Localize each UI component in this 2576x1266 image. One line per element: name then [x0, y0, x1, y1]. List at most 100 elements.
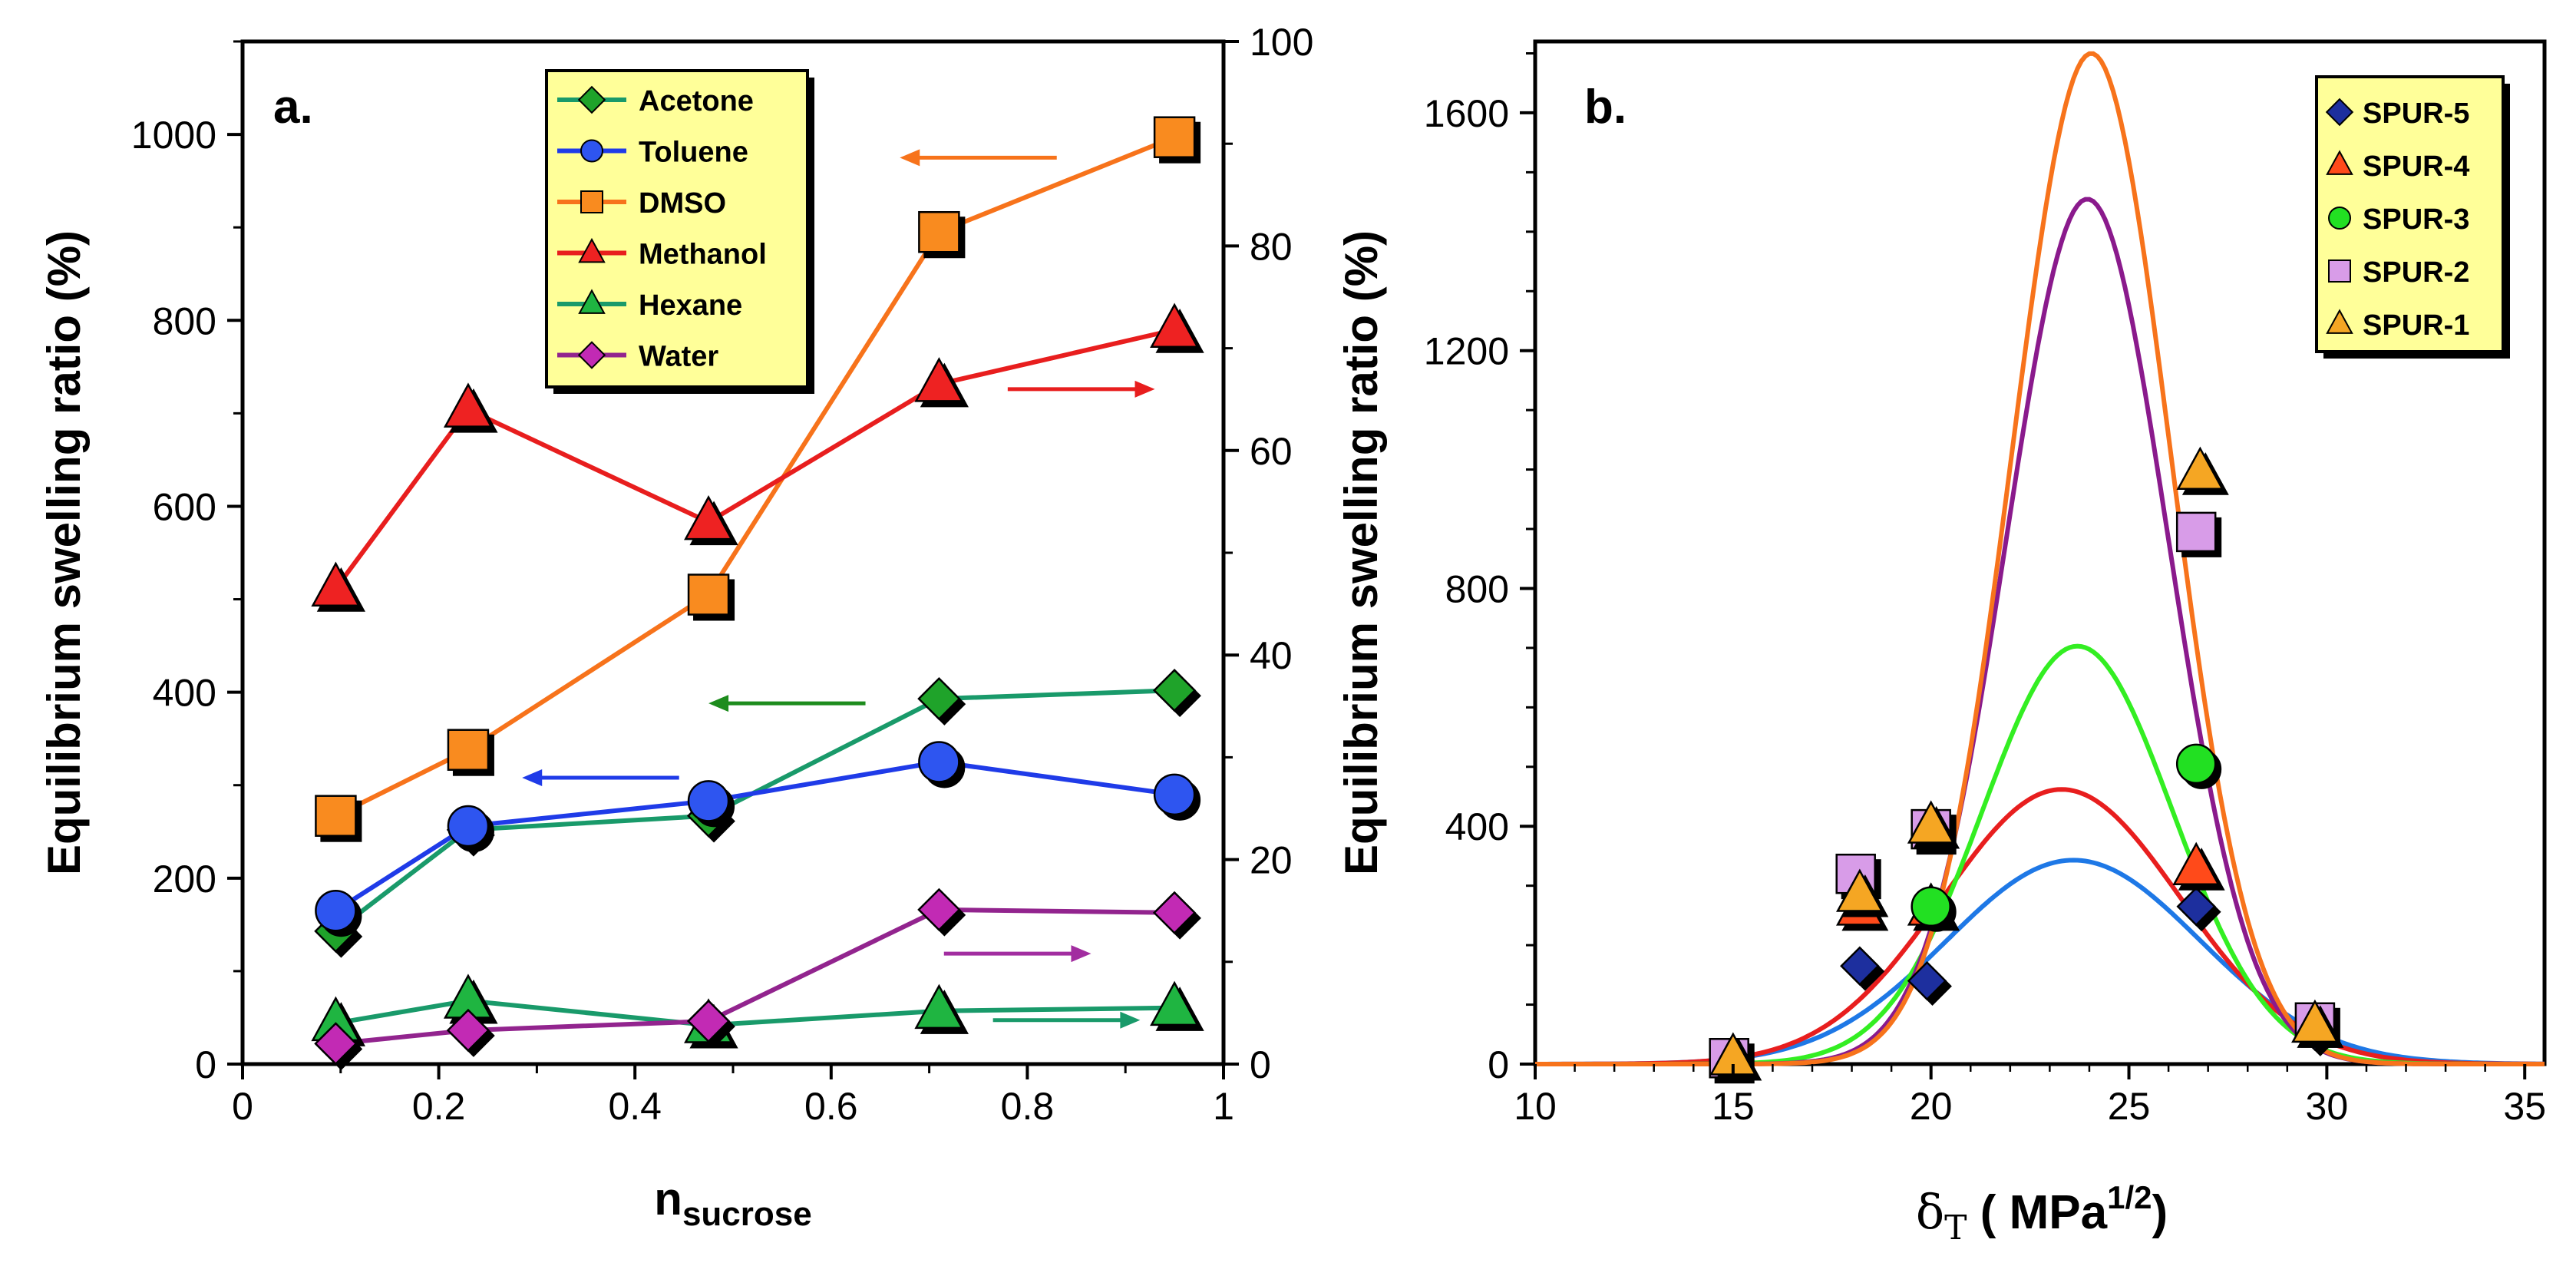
- panel-b-y-tick-label: 400: [1445, 805, 1509, 848]
- panel-a-point-hexane: [1150, 980, 1200, 1026]
- panel-b-point-spur-1: [2291, 999, 2339, 1043]
- panel-b-x-axis-title-sub: T: [1944, 1208, 1967, 1248]
- panel-a-legend-label-hexane: Hexane: [639, 289, 742, 322]
- panel-a-legend-marker-methanol: [578, 237, 606, 263]
- panel-a-arrow-head-water: [1071, 945, 1091, 963]
- panel-a-point-toluene: [1153, 773, 1196, 816]
- panel-a-arrow-head-toluene: [522, 769, 543, 787]
- panel-b-legend-label-spur-3: SPUR-3: [2363, 203, 2469, 236]
- panel-a-point-methanol: [914, 357, 964, 402]
- panel-a-legend-marker-water: [577, 341, 606, 369]
- panel-a-point-acetone: [1152, 669, 1197, 712]
- panel-a-point-water: [686, 999, 731, 1043]
- panel-a-legend-label-methanol: Methanol: [639, 239, 767, 271]
- panel-b-x-tick-label: 35: [2503, 1085, 2546, 1128]
- panel-a-point-hexane: [914, 983, 964, 1030]
- panel-a-x-axis-title: nsucrose: [654, 1173, 811, 1233]
- panel-a-point-dmso: [1153, 116, 1196, 158]
- panel-b-point-spur-3: [2175, 743, 2217, 785]
- panel-a-point-toluene: [315, 889, 357, 932]
- panel-a-point-methanol: [684, 494, 734, 540]
- panel-a-right-y-tick-label: 100: [1250, 21, 1313, 64]
- panel-a-point-toluene: [918, 741, 960, 783]
- panel-b-fit-curve-spur-1: [1535, 51, 2545, 1066]
- panel-a-point-water: [446, 1008, 490, 1053]
- panel-a-x-axis-title-main: n: [654, 1173, 682, 1225]
- panel-b-legend-marker-spur-2: [2328, 259, 2351, 283]
- panel-a-point-methanol: [311, 561, 361, 607]
- panel-a-left-y-tick-label: 400: [153, 672, 216, 715]
- panel-a-legend-marker-dmso: [580, 190, 603, 213]
- panel-a-x-tick-label: 0: [232, 1085, 253, 1128]
- panel-a-point-toluene: [447, 805, 490, 848]
- panel-a-arrow-head-acetone: [708, 695, 729, 712]
- panel-b-point-spur-1: [1907, 800, 1955, 844]
- panel-a-x-tick-label: 1: [1213, 1085, 1234, 1128]
- panel-b-point-spur-4: [2172, 841, 2221, 885]
- panel-a-right-y-tick-label: 0: [1250, 1043, 1271, 1086]
- panel-a: 0 0.2 0.4 0.6 0.8 102004006008001000020406080…: [38, 21, 1313, 1233]
- panel-b-x-axis-title-end: ): [2152, 1186, 2168, 1239]
- panel-a-legend-label-water: Water: [639, 341, 718, 373]
- panel-a-x-tick-label: 0.8: [1001, 1085, 1055, 1128]
- panel-b-y-axis-title: Equilibrium swelling ratio (%): [1336, 230, 1387, 875]
- panel-a-left-y-tick-label: 200: [153, 858, 216, 901]
- panel-a-legend: Acetone Toluene DMSO Methanol Hexane Water: [545, 69, 814, 394]
- panel-b-y-tick-label: 1200: [1424, 330, 1509, 373]
- panel-a-legend-label-acetone: Acetone: [639, 85, 754, 117]
- panel-b-x-axis-title-main: δ: [1916, 1184, 1944, 1240]
- panel-b-legend: SPUR-5 SPUR-4 SPUR-3 SPUR-2 SPUR-1: [2315, 75, 2510, 359]
- panel-b-x-axis-title-unit: ( MPa: [1967, 1186, 2108, 1239]
- panel-b-x-tick-label: 25: [2108, 1085, 2151, 1128]
- panel-b-x-tick-label: 10: [1514, 1085, 1557, 1128]
- panel-b-legend-marker-spur-5: [2325, 98, 2354, 127]
- panel-b-point-spur-1: [2176, 446, 2224, 490]
- panel-a-point-dmso: [687, 574, 730, 616]
- panel-b-x-tick-label: 30: [2306, 1085, 2349, 1128]
- panel-b-point-spur-5: [2176, 887, 2216, 927]
- panel-b-point-spur-5: [1840, 946, 1880, 986]
- panel-a-x-tick-label: 0.4: [608, 1085, 662, 1128]
- panel-b-legend-marker-spur-4: [2326, 150, 2353, 175]
- panel-b-x-axis-title: δT ( MPa1/2): [1916, 1179, 2168, 1248]
- panel-a-legend-marker-toluene: [580, 139, 603, 163]
- panel-a-arrow-head-dmso: [900, 149, 920, 167]
- panel-a-point-methanol: [443, 382, 493, 428]
- panel-a-x-tick-label: 0.6: [804, 1085, 858, 1128]
- panel-b-point-spur-3: [1911, 886, 1951, 927]
- panel-a-arrow-head-hexane: [1120, 1011, 1141, 1029]
- panel-a-legend-label-dmso: DMSO: [639, 187, 726, 220]
- panel-a-point-water: [917, 888, 961, 932]
- panel-a-point-water: [314, 1022, 358, 1066]
- panel-a-legend-marker-hexane: [578, 289, 606, 314]
- panel-b-point-spur-5: [1907, 960, 1947, 1001]
- panel-b-y-tick-label: 1600: [1424, 92, 1509, 135]
- panel-a-left-y-tick-label: 0: [195, 1043, 216, 1086]
- panel-b-x-axis-title-sup: 1/2: [2107, 1179, 2152, 1215]
- panel-b-legend-marker-spur-1: [2326, 309, 2353, 334]
- panel-a-point-dmso: [315, 795, 357, 837]
- panel-b-x-tick-label: 20: [1910, 1085, 1953, 1128]
- panel-a-point-acetone: [917, 676, 961, 721]
- panel-b-point-spur-1: [1836, 868, 1884, 912]
- panel-b-legend-label-spur-2: SPUR-2: [2363, 256, 2469, 289]
- panel-b-legend-label-spur-1: SPUR-1: [2363, 309, 2469, 342]
- panel-a-point-methanol: [1150, 302, 1200, 348]
- panel-a-right-y-tick-label: 20: [1250, 839, 1293, 882]
- panel-a-legend-marker-acetone: [577, 85, 606, 114]
- panel-b-y-tick-label: 800: [1445, 567, 1509, 610]
- panel-a-point-toluene: [687, 780, 730, 822]
- panel-b-y-tick-label: 0: [1488, 1043, 1509, 1086]
- panel-a-arrow-head-methanol: [1134, 380, 1155, 398]
- panel-a-point-dmso: [447, 729, 490, 771]
- panel-b-legend-marker-spur-3: [2328, 207, 2351, 230]
- panel-a-right-y-tick-label: 40: [1250, 634, 1293, 677]
- panel-b-fit-curve-spur-4: [1535, 787, 2545, 1066]
- panel-b: 10 15 20 25 30 35 0 400 800 1200 1600 b. Equilibri…: [1336, 39, 2547, 1248]
- panel-a-left-y-tick-label: 800: [153, 299, 216, 342]
- panel-a-legend-box: [545, 69, 809, 388]
- panel-a-label: a.: [273, 81, 313, 134]
- panel-a-right-y-tick-label: 60: [1250, 430, 1293, 473]
